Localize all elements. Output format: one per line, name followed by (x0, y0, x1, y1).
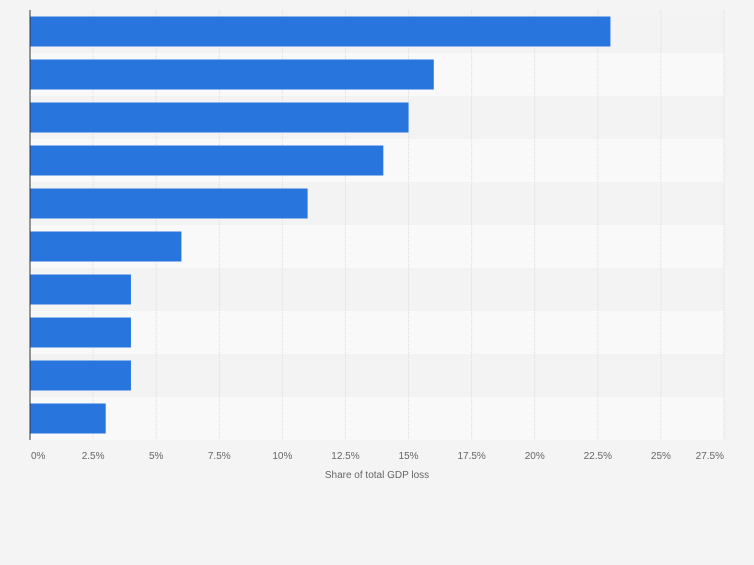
x-axis-title: Share of total GDP loss (325, 470, 429, 481)
x-tick-label: 0% (31, 451, 46, 462)
x-tick-label: 22.5% (584, 451, 612, 462)
x-tick-label: 10% (272, 451, 292, 462)
x-tick-label: 15% (399, 451, 419, 462)
bar (30, 145, 384, 176)
bar (30, 317, 131, 348)
x-tick-label: 7.5% (208, 451, 231, 462)
bar (30, 403, 106, 434)
x-tick-label: 17.5% (457, 451, 485, 462)
bar (30, 231, 182, 262)
bars (30, 16, 611, 434)
x-tick-label: 12.5% (331, 451, 359, 462)
x-tick-label: 5% (149, 451, 164, 462)
x-tick-label: 25% (651, 451, 671, 462)
bar (30, 360, 131, 391)
row-band (30, 354, 724, 397)
x-tick-label: 27.5% (696, 451, 724, 462)
row-band (30, 397, 724, 440)
bar (30, 16, 611, 47)
bar (30, 102, 409, 133)
x-tick-label: 2.5% (82, 451, 105, 462)
row-band (30, 268, 724, 311)
bar (30, 274, 131, 305)
row-band (30, 311, 724, 354)
bar (30, 59, 434, 90)
bar (30, 188, 308, 219)
x-tick-label: 20% (525, 451, 545, 462)
x-axis-tick-labels: 0% 2.5% 5% 7.5% 10% 12.5% 15% 17.5% 20% 22.5% 25% 2… (31, 451, 724, 462)
